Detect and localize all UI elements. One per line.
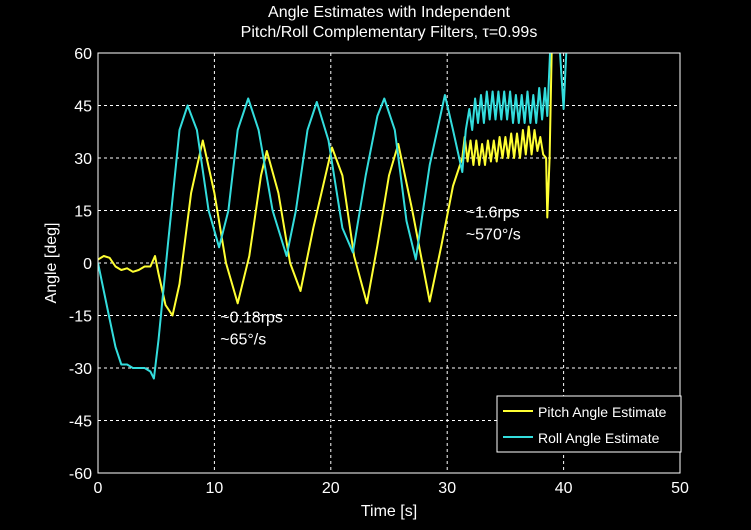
y-tick-label: -45 <box>69 414 92 431</box>
annotation-text: ~0.18rps <box>220 310 283 327</box>
x-tick-label: 40 <box>555 480 573 497</box>
legend-box <box>496 395 682 453</box>
chart-title-line-1: Angle Estimates with Independent <box>268 4 510 21</box>
y-tick-label: 45 <box>74 99 92 116</box>
x-tick-label: 10 <box>206 480 224 497</box>
tick-labels: 0 10 20 30 40 50 -60 -45 -30 -15 0 15 30 45 60 <box>69 46 689 497</box>
annotations: ~0.18rps ~65°/s ~1.6rps ~570°/s <box>220 205 520 349</box>
legend: Pitch Angle Estimate Roll Angle Estimate <box>496 395 682 453</box>
y-tick-label: 60 <box>74 46 92 63</box>
x-tick-label: 30 <box>438 480 456 497</box>
y-tick-label: -60 <box>69 466 92 483</box>
annotation-text: ~570°/s <box>466 227 521 244</box>
y-axis-label: Angle [deg] <box>43 223 60 304</box>
x-axis-label: Time [s] <box>361 503 417 520</box>
y-tick-label: 30 <box>74 151 92 168</box>
grid <box>98 53 680 473</box>
y-tick-label: 0 <box>83 256 92 273</box>
chart-title-line-2: Pitch/Roll Complementary Filters, τ=0.99… <box>240 24 538 41</box>
legend-label-roll: Roll Angle Estimate <box>538 430 660 446</box>
series-lines <box>98 53 568 380</box>
x-tick-label: 0 <box>94 480 103 497</box>
roll-series-line <box>98 53 568 380</box>
plot-frame <box>97 52 681 474</box>
annotation-text: ~1.6rps <box>466 205 520 222</box>
annotation-text: ~65°/s <box>220 332 266 349</box>
x-tick-label: 20 <box>322 480 340 497</box>
y-tick-label: 15 <box>74 204 92 221</box>
y-tick-label: -15 <box>69 309 92 326</box>
y-tick-label: -30 <box>69 361 92 378</box>
x-tick-label: 50 <box>671 480 689 497</box>
legend-label-pitch: Pitch Angle Estimate <box>538 404 667 420</box>
pitch-series-line <box>98 53 553 317</box>
